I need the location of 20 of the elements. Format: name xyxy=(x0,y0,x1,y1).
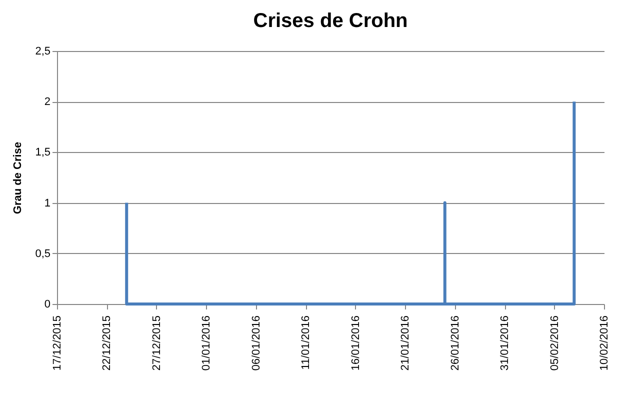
x-tick-label: 17/12/2015 xyxy=(52,316,64,371)
y-tick-label: 2,5 xyxy=(35,46,50,58)
y-tick-label: 1 xyxy=(44,197,50,210)
x-tick-label: 10/02/2016 xyxy=(598,316,610,371)
x-tick-label: 16/01/2016 xyxy=(350,316,362,371)
y-axis-title: Grau de Crise xyxy=(12,142,24,214)
x-tick-label: 11/01/2016 xyxy=(300,316,312,370)
x-tick-label: 05/02/2016 xyxy=(548,316,561,371)
y-tick-label: 0,5 xyxy=(35,248,50,260)
x-tick-label: 06/01/2016 xyxy=(250,316,262,371)
x-tick-label: 01/01/2016 xyxy=(200,316,213,371)
x-tick-label: 26/01/2016 xyxy=(449,316,462,371)
y-tick-label: 0 xyxy=(44,298,50,310)
x-tick-label: 27/12/2015 xyxy=(150,316,163,371)
x-tick-label: 22/12/2015 xyxy=(101,316,114,371)
y-tick-label: 1,5 xyxy=(35,146,50,159)
y-tick-label: 2 xyxy=(44,96,50,108)
chart-title: Crises de Crohn xyxy=(253,10,408,32)
x-tick-label: 21/01/2016 xyxy=(400,316,412,371)
x-tick-label: 31/01/2016 xyxy=(499,316,512,371)
